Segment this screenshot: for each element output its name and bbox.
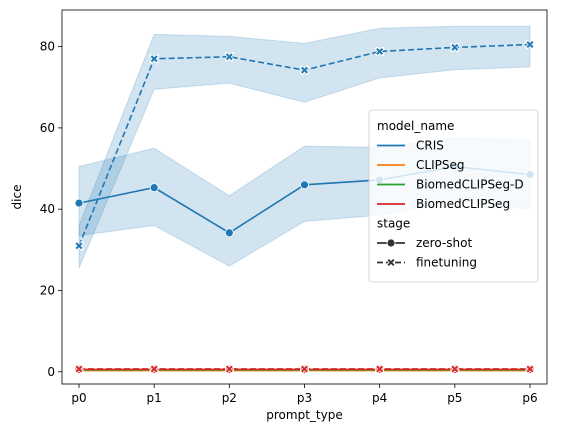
data-point-7-2 (224, 364, 234, 374)
x-tick-label: p6 (522, 391, 537, 405)
data-point-1-6 (525, 39, 535, 50)
x-axis-label: prompt_type (266, 408, 342, 422)
legend-style-marker (386, 238, 396, 248)
data-point-1-4 (375, 46, 385, 57)
data-point-0-2 (224, 228, 234, 238)
ci-band-1 (78, 25, 531, 269)
y-axis: 0 20 40 60 80 (40, 40, 62, 379)
legend-title-stage: stage (377, 217, 410, 231)
legend-entry-label: finetuning (416, 256, 477, 270)
legend-entry-label: CLIPSeg (416, 158, 464, 172)
data-point-1-0 (74, 241, 84, 251)
x-tick-label: p0 (71, 391, 86, 405)
x-tick-label: p5 (447, 391, 462, 405)
legend-entry-label: BiomedCLIPSeg (416, 197, 510, 211)
data-point-0-3 (300, 180, 309, 190)
data-point-0-0 (74, 198, 84, 208)
data-point-7-6 (525, 364, 535, 374)
x-tick-label: p3 (297, 391, 312, 405)
data-point-7-3 (299, 364, 310, 374)
y-tick-label: 40 (40, 202, 55, 216)
data-point-1-5 (450, 42, 460, 52)
legend-entry-label: BiomedCLIPSeg-D (416, 178, 524, 192)
y-tick-label: 20 (40, 284, 55, 298)
data-point-0-1 (149, 183, 159, 193)
data-point-1-1 (149, 54, 159, 64)
legend-style-marker (386, 257, 396, 268)
legend-entry-label: CRIS (416, 139, 444, 153)
legend-box (368, 109, 539, 283)
x-tick-label: p4 (372, 391, 387, 405)
legend: model_name CRIS CLIPSeg BiomedCLIPSeg-D Biom… (368, 109, 539, 283)
data-point-7-4 (375, 364, 385, 374)
data-point-7-0 (74, 364, 84, 374)
y-axis-label: dice (10, 185, 24, 210)
x-axis: p0 p1 p2 p3 p4 p5 p6 (71, 384, 538, 405)
x-tick-label: p2 (222, 391, 237, 405)
data-point-7-1 (149, 364, 159, 374)
legend-entry-label: zero-shot (416, 236, 472, 250)
legend-title-model-name: model_name (377, 119, 454, 133)
y-tick-label: 80 (40, 40, 55, 54)
data-point-7-5 (450, 364, 460, 374)
y-tick-label: 60 (40, 121, 55, 135)
x-tick-label: p1 (147, 391, 162, 405)
data-point-1-2 (224, 52, 234, 62)
data-point-1-3 (299, 65, 310, 75)
y-tick-label: 0 (47, 365, 55, 379)
